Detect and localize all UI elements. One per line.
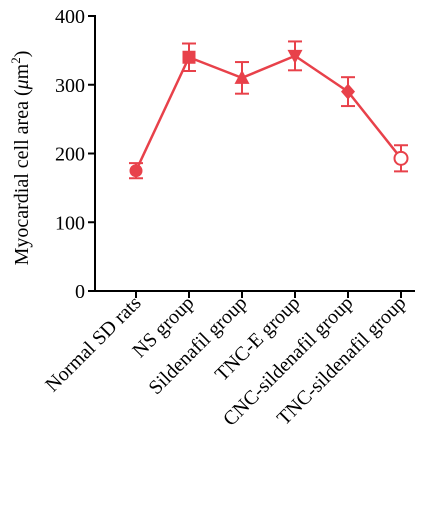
y-tick-label: 0 (75, 281, 85, 303)
data-point-diamond (341, 83, 355, 100)
axes (94, 15, 415, 292)
data-point-triangle-up (234, 69, 250, 84)
svg-text:Myocardial cell area (μm2): Myocardial cell area (μm2) (8, 51, 33, 266)
data-point-circle (129, 164, 143, 178)
y-tick-label: 300 (55, 75, 85, 97)
y-axis-label-m: m (11, 63, 33, 79)
data-point-open-circle (393, 150, 409, 166)
y-axis-label-sup: 2 (8, 57, 23, 64)
series-line (134, 54, 402, 172)
y-axis-label-close: ) (11, 51, 33, 58)
series (129, 40, 409, 180)
data-point-square (182, 50, 196, 64)
y-axis-label-mu: μ (11, 79, 33, 90)
y-tick-label: 400 (55, 6, 85, 28)
y-axis-label-main: Myocardial cell area ( (11, 89, 33, 265)
y-axis-label: Myocardial cell area (μm2) (8, 51, 33, 266)
y-tick-label: 200 (55, 144, 85, 166)
data-point-triangle-down (287, 49, 303, 64)
y-tick-label: 100 (55, 212, 85, 234)
y-ticks: 0 100 200 300 400 (55, 6, 95, 303)
